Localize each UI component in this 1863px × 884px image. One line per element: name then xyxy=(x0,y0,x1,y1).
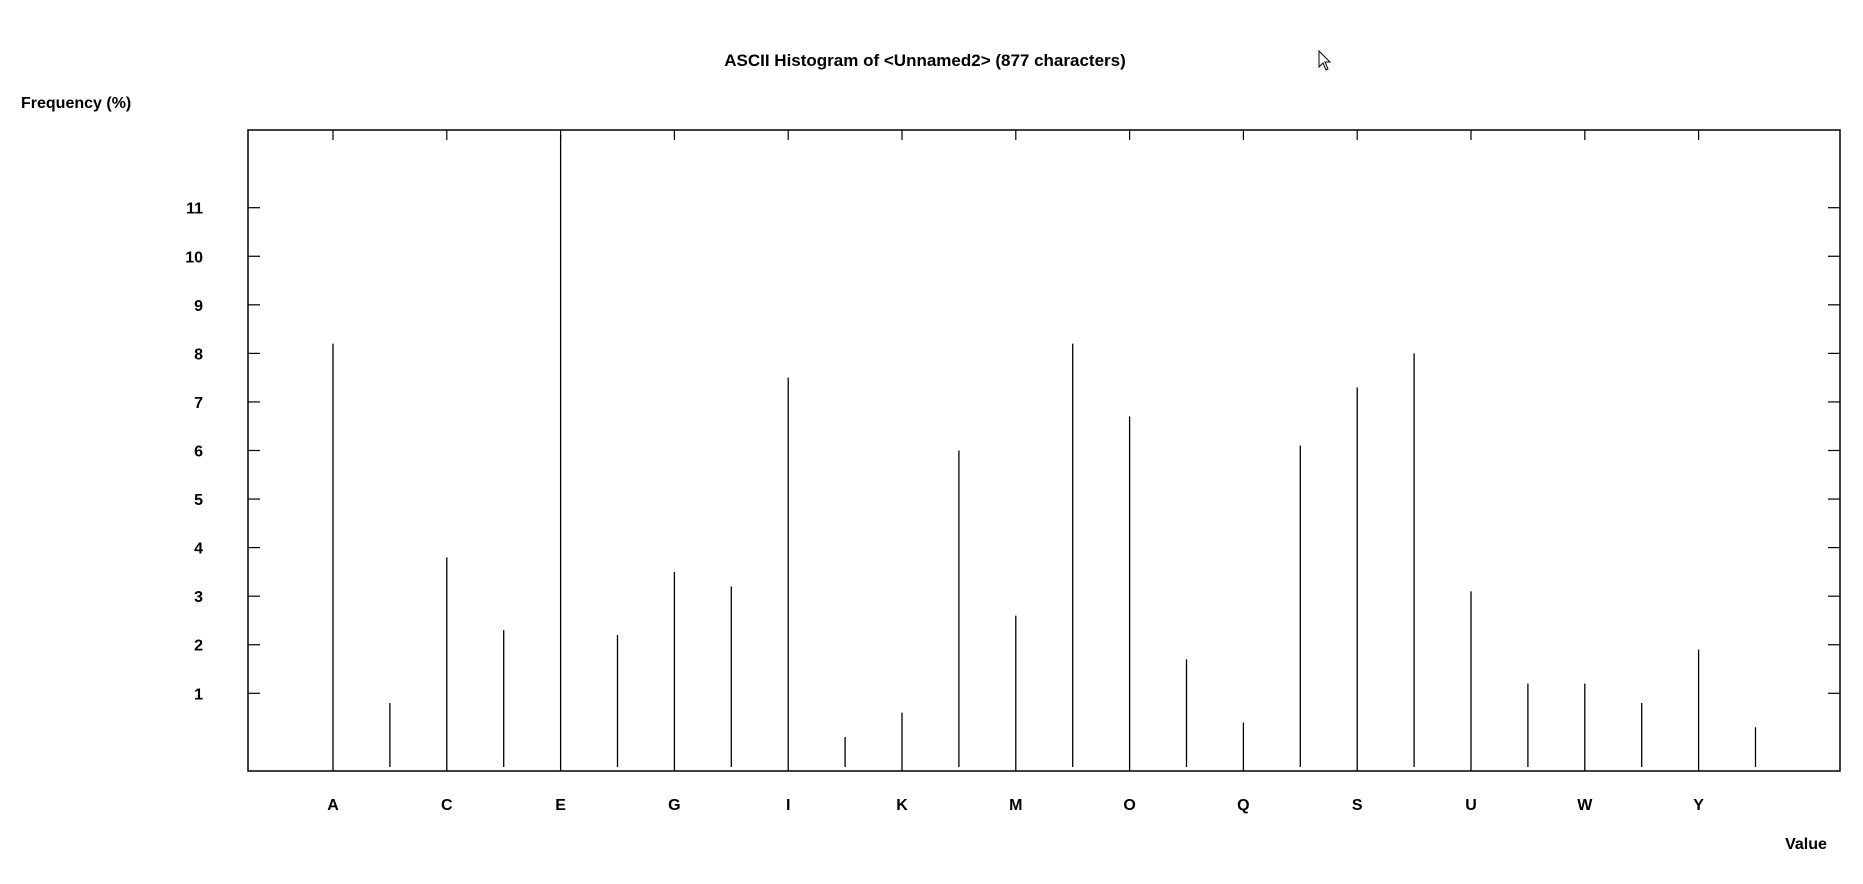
y-tick-label: 11 xyxy=(186,201,203,218)
x-tick-label: K xyxy=(896,797,908,814)
x-tick-label: C xyxy=(441,797,453,814)
y-tick-label: 3 xyxy=(194,589,203,606)
chart-title: ASCII Histogram of <Unnamed2> (877 chara… xyxy=(724,51,1126,70)
x-tick-label: O xyxy=(1123,797,1135,814)
y-tick-label: 4 xyxy=(194,541,203,558)
x-tick-label: G xyxy=(668,797,680,814)
x-tick-label: W xyxy=(1577,797,1593,814)
y-tick-label: 9 xyxy=(194,298,203,315)
histogram-bars xyxy=(332,134,1757,771)
y-tick-label: 2 xyxy=(194,638,203,655)
plot-frame xyxy=(247,129,1841,772)
y-tick-label: 10 xyxy=(185,249,203,266)
x-tick-label: E xyxy=(555,797,566,814)
y-tick-label: 5 xyxy=(194,492,203,509)
y-tick-label: 6 xyxy=(194,444,203,461)
y-tick-label: 7 xyxy=(194,395,203,412)
x-tick-label: I xyxy=(786,797,790,814)
y-axis-ticks: 1 2 3 4 5 6 7 8 9 10 11 xyxy=(185,201,1840,703)
x-tick-label: M xyxy=(1009,797,1022,814)
x-tick-label: Q xyxy=(1237,797,1249,814)
x-tick-label: S xyxy=(1352,797,1363,814)
x-tick-label: Y xyxy=(1693,797,1704,814)
x-tick-label: U xyxy=(1465,797,1477,814)
y-tick-label: 8 xyxy=(194,346,203,363)
x-tick-label: A xyxy=(327,797,339,814)
x-axis-label: Value xyxy=(1785,836,1827,853)
mouse-pointer-icon xyxy=(1318,50,1332,71)
y-tick-label: 1 xyxy=(194,686,203,703)
y-axis-label: Frequency (%) xyxy=(21,95,131,112)
